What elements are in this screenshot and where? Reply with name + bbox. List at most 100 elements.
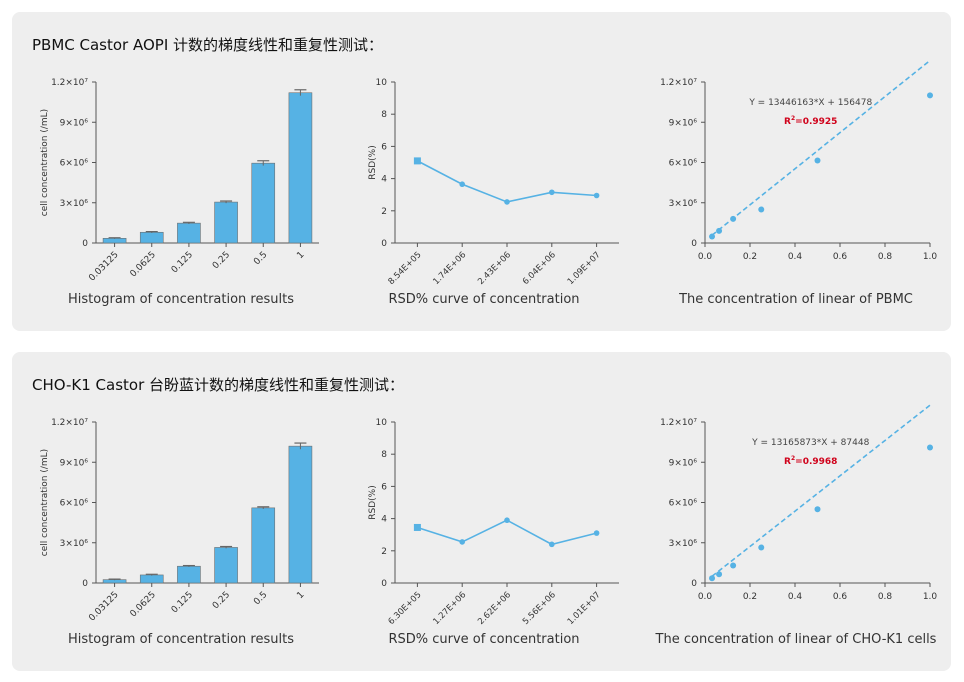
bar: [214, 201, 238, 244]
x-tick-label: 0.0: [698, 252, 713, 262]
y-tick-label: 4: [381, 515, 387, 525]
y-tick-label: 6×10⁶: [60, 159, 89, 169]
x-tick-label: 0.0625: [129, 590, 158, 619]
data-point: [709, 575, 716, 582]
x-tick-label: 0.0: [698, 592, 713, 602]
data-point: [504, 517, 510, 524]
pbmc-panel: PBMC Castor AOPI 计数的梯度线性和重复性测试： 0 3×10⁶ 6×…: [12, 12, 951, 331]
x-tick-label: 1: [295, 250, 306, 261]
x-tick-label: 0.25: [211, 590, 232, 611]
x-tick-label: 1.0: [923, 252, 938, 262]
y-tick-label: 2: [381, 547, 387, 557]
bar: [251, 507, 276, 584]
bar: [288, 445, 313, 584]
bar: [288, 92, 313, 244]
data-point: [814, 157, 821, 164]
x-tick-label: 0.4: [788, 592, 803, 602]
data-point: [593, 192, 600, 199]
y-tick-label: 6: [381, 482, 387, 492]
y-axis-label: cell concentration (/mL): [40, 109, 50, 216]
r-squared: R2=0.9968: [784, 455, 837, 467]
y-tick-label: 3×10⁶: [669, 199, 698, 209]
y-tick-label: 10: [376, 418, 388, 428]
data-point: [758, 544, 765, 551]
histogram-chart: 0 3×10⁶ 6×10⁶ 9×10⁶ 1.2×10⁷ 0.03125 0.0625 0.12…: [40, 418, 319, 623]
y-tick-label: 2: [381, 207, 387, 217]
linear-chart: 0 3×10⁶ 6×10⁶ 9×10⁶ 1.2×10⁷ 0.0 0.2 0.4 0.6 0.8 1.…: [660, 59, 938, 262]
data-point: [709, 233, 716, 240]
data-point: [413, 157, 421, 165]
y-tick-label: 9×10⁶: [60, 458, 89, 468]
x-tick-label: 6.04E+06: [521, 250, 558, 287]
data-point: [549, 189, 555, 196]
data-point: [730, 215, 737, 222]
rsd-caption: RSD% curve of concentration: [388, 292, 580, 307]
x-tick-label: 0.03125: [87, 590, 120, 623]
y-tick-label: 9×10⁶: [669, 118, 698, 128]
y-axis-label: RSD(%): [368, 485, 378, 519]
data-point: [504, 199, 510, 205]
y-tick-label: 0: [691, 579, 697, 589]
fit-equation: Y = 13165873*X + 87448: [751, 438, 869, 448]
y-tick-label: 0: [381, 239, 387, 249]
x-tick-label: 1.27E+06: [431, 590, 468, 627]
y-tick-label: 3×10⁶: [60, 539, 89, 549]
fit-line: [711, 59, 931, 236]
bar: [102, 238, 127, 244]
x-tick-label: 1.0: [923, 592, 938, 602]
x-tick-label: 6.30E+05: [387, 590, 424, 627]
r-squared: R2=0.9925: [784, 115, 837, 127]
x-tick-label: 1.01E+07: [566, 590, 603, 627]
y-tick-label: 3×10⁶: [669, 539, 698, 549]
x-tick-label: 0.25: [211, 250, 232, 271]
y-tick-label: 6×10⁶: [669, 499, 698, 509]
panel-title: CHO-K1 Castor 台盼蓝计数的梯度线性和重复性测试：: [32, 376, 405, 394]
y-tick-label: 9×10⁶: [60, 118, 89, 128]
fit-line: [711, 404, 931, 577]
x-tick-label: 5.56E+06: [521, 590, 558, 627]
y-tick-label: 0: [691, 239, 697, 249]
data-point: [549, 541, 555, 548]
linear-chart: 0 3×10⁶ 6×10⁶ 9×10⁶ 1.2×10⁷ 0.0 0.2 0.4 0.6 0.8 1.…: [660, 404, 938, 602]
y-tick-label: 4: [381, 175, 387, 185]
y-tick-label: 6: [381, 142, 387, 152]
series-line: [417, 519, 597, 546]
bar: [139, 231, 164, 244]
x-tick-label: 0.8: [878, 252, 893, 262]
y-tick-label: 0: [381, 579, 387, 589]
y-tick-label: 8: [381, 110, 387, 120]
x-tick-label: 0.2: [743, 252, 757, 262]
y-tick-label: 1.2×10⁷: [51, 418, 88, 428]
y-axis-label: RSD(%): [368, 145, 378, 179]
data-point: [730, 562, 737, 569]
linear-caption: The concentration of linear of CHO-K1 ce…: [655, 632, 937, 647]
y-tick-label: 6×10⁶: [60, 499, 89, 509]
x-tick-label: 0.4: [788, 252, 803, 262]
y-tick-label: 9×10⁶: [669, 458, 698, 468]
data-point: [927, 444, 933, 451]
x-tick-label: 0.5: [252, 250, 269, 267]
x-tick-label: 2.43E+06: [476, 250, 513, 287]
histogram-chart: 0 3×10⁶ 6×10⁶ 9×10⁶ 1.2×10⁷ 0.03125 0.0625 0.12…: [40, 78, 319, 283]
x-tick-label: 0.8: [878, 592, 893, 602]
histogram-caption: Histogram of concentration results: [68, 292, 294, 307]
y-axis-label: cell concentration (/mL): [40, 449, 50, 556]
data-point: [593, 530, 600, 536]
data-point: [716, 571, 723, 578]
y-tick-label: 1.2×10⁷: [660, 418, 697, 428]
y-tick-label: 0: [82, 239, 88, 249]
data-point: [814, 506, 821, 513]
rsd-chart: 0 2 4 6 8 10 8.54E+05 1.74E+06 2.43E+06 6.04E+06 1…: [368, 78, 619, 287]
panel-title: PBMC Castor AOPI 计数的梯度线性和重复性测试：: [32, 36, 384, 54]
x-tick-label: 0.03125: [87, 250, 120, 283]
y-tick-label: 6×10⁶: [669, 159, 698, 169]
x-tick-label: 0.6: [833, 592, 848, 602]
bar: [177, 565, 201, 584]
y-tick-label: 1.2×10⁷: [660, 78, 697, 88]
data-point: [716, 227, 723, 234]
x-tick-label: 8.54E+05: [387, 250, 424, 287]
data-point: [758, 206, 765, 213]
cho-k1-panel: CHO-K1 Castor 台盼蓝计数的梯度线性和重复性测试： 0 3×10⁶ 6×…: [12, 352, 951, 671]
bar: [139, 574, 164, 584]
rsd-chart: 0 2 4 6 8 10 6.30E+05 1.27E+06 2.62E+06 5.56E+06 1…: [368, 418, 619, 627]
